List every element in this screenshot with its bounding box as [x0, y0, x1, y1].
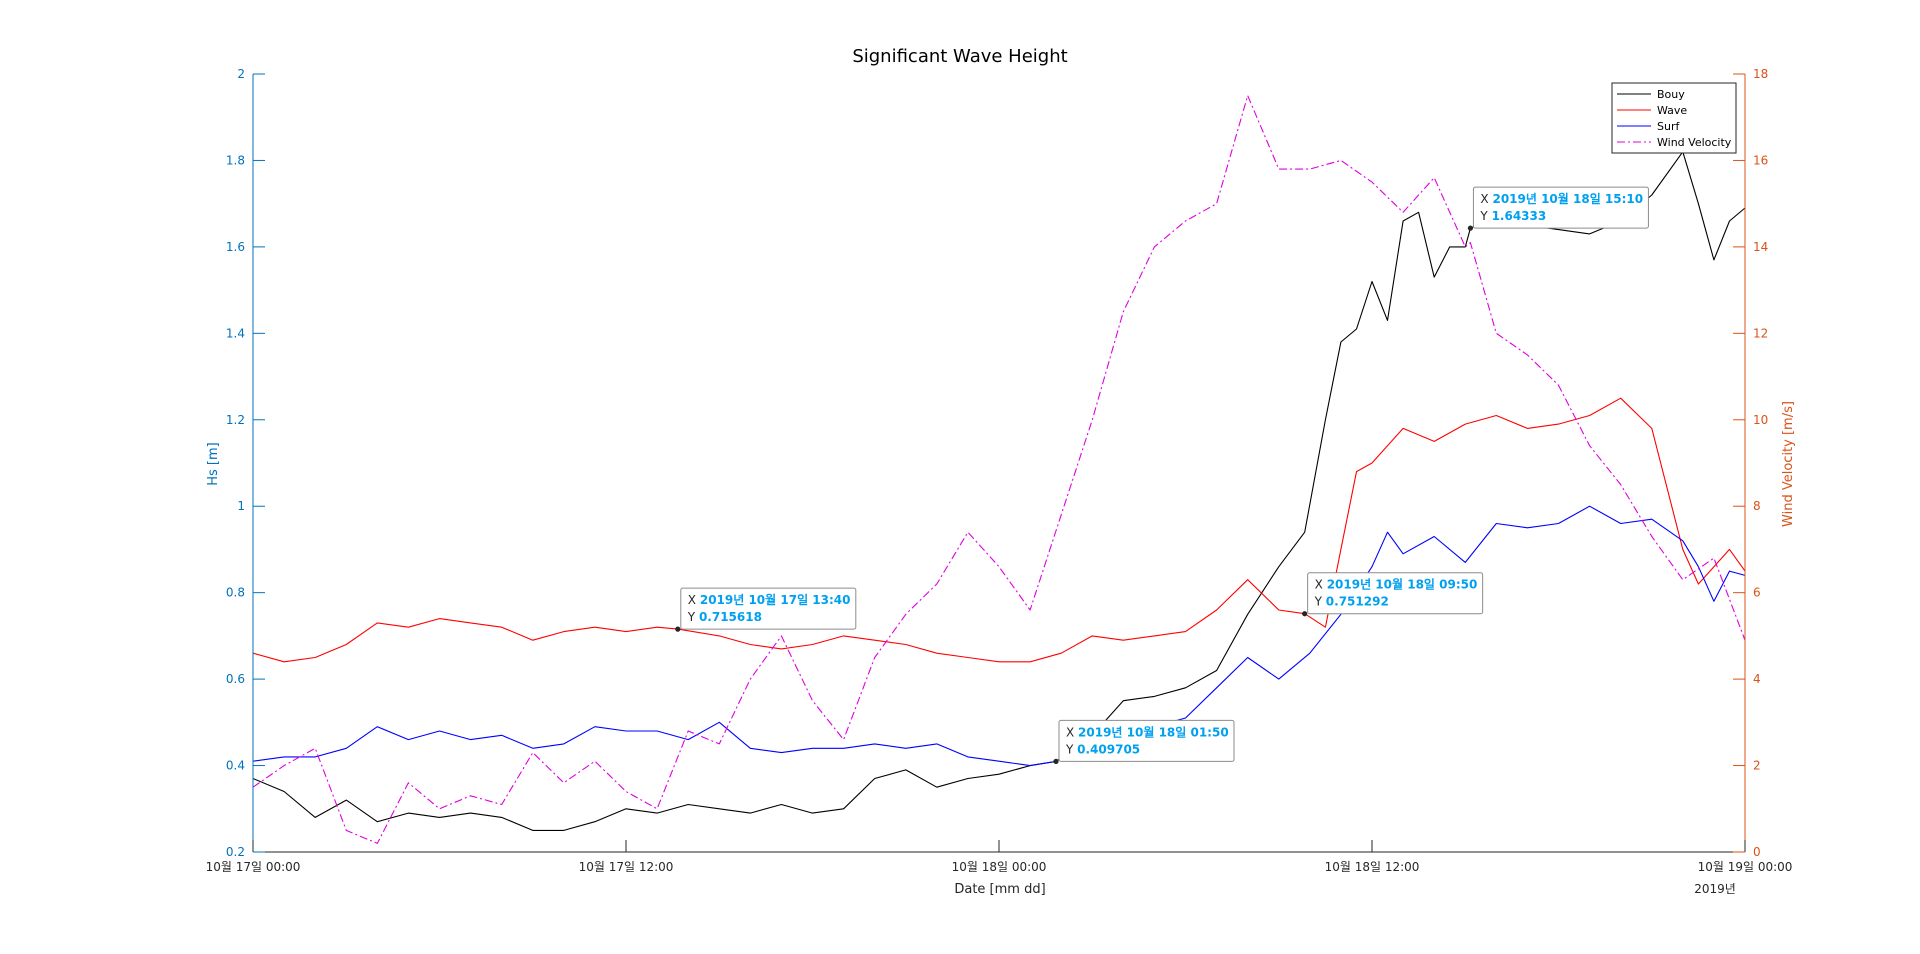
x-ticks: 10월 17일 00:00 10월 17일 12:00 10월 18일 00:00 1… — [206, 840, 1793, 874]
y-left-ticks: 0.2 0.4 0.6 0.8 1 1.2 1.4 1.6 1.8 2 — [226, 67, 265, 859]
legend-label-wave: Wave — [1657, 104, 1687, 117]
y-left-tick-label: 0.8 — [226, 586, 245, 600]
y-right-tick-label: 8 — [1753, 499, 1761, 513]
y-right-ticks: 0 2 4 6 8 10 12 14 16 18 — [1733, 67, 1768, 859]
datatip-box — [680, 587, 857, 630]
x-axis-label: Date [mm dd] — [954, 882, 1045, 897]
x-tick-label: 10월 17일 12:00 — [579, 860, 674, 874]
legend-label-bouy: Bouy — [1657, 88, 1685, 101]
datatip-x-value: 2019년 10월 18일 09:50 — [1327, 577, 1478, 592]
legend-box — [1611, 82, 1737, 154]
datatip-y-row: Y 0.715618 — [687, 610, 762, 624]
y-left-tick-label: 1 — [237, 499, 245, 513]
y-left-tick-label: 1.2 — [226, 413, 245, 427]
datatip-x-row: X 2019년 10월 17일 13:40 — [688, 592, 851, 607]
y-left-tick-label: 2 — [237, 67, 245, 81]
y-left-tick-label: 0.6 — [226, 672, 245, 686]
datatip-x-row: X 2019년 10월 18일 01:50 — [1066, 724, 1229, 739]
y-right-tick-label: 10 — [1753, 413, 1768, 427]
datatip-y-row: Y 0.751292 — [1314, 595, 1389, 609]
datatip-marker — [1053, 758, 1059, 764]
axes-layer: 10월 17일 00:00 10월 17일 12:00 10월 18일 00:00 1… — [206, 67, 1793, 874]
datatip[interactable]: X 2019년 10월 18일 09:50Y 0.751292 — [1302, 572, 1484, 617]
datatip-x-key: X — [1480, 192, 1492, 206]
y-left-axis-label: Hs [m] — [206, 442, 221, 486]
datatip[interactable]: X 2019년 10월 17일 13:40Y 0.715618 — [675, 587, 857, 632]
datatip-box — [1472, 186, 1649, 229]
y-right-tick-label: 6 — [1753, 586, 1761, 600]
datatip-x-key: X — [1066, 725, 1078, 739]
datatip-box — [1058, 719, 1235, 762]
chart-title: Significant Wave Height — [852, 46, 1067, 67]
datatip-y-key: Y — [1065, 742, 1077, 756]
datatip[interactable]: X 2019년 10월 18일 01:50Y 0.409705 — [1053, 719, 1235, 764]
datatip-y-key: Y — [1479, 209, 1491, 223]
x-tick-label: 10월 18일 00:00 — [952, 860, 1047, 874]
datatip-x-key: X — [688, 593, 700, 607]
y-left-tick-label: 0.4 — [226, 759, 245, 773]
legend-label-surf: Surf — [1657, 120, 1680, 133]
legend-label-wind-velocity: Wind Velocity — [1657, 136, 1732, 149]
y-right-axis-label: Wind Velocity [m/s] — [1781, 401, 1796, 527]
series-line-surf — [252, 505, 1746, 767]
datatip-x-value: 2019년 10월 17일 13:40 — [700, 592, 851, 607]
y-right-tick-label: 16 — [1753, 153, 1768, 167]
x-tick-label: 10월 18일 12:00 — [1325, 860, 1420, 874]
datatip-x-value: 2019년 10월 18일 15:10 — [1492, 191, 1643, 206]
y-right-tick-label: 0 — [1753, 845, 1761, 859]
y-right-tick-label: 14 — [1753, 240, 1768, 254]
y-left-tick-label: 0.2 — [226, 845, 245, 859]
datatip-marker — [1467, 225, 1474, 231]
series-line-wind-velocity — [252, 95, 1746, 844]
y-left-tick-label: 1.4 — [226, 326, 245, 340]
series-line-wave — [252, 397, 1746, 663]
legend: Bouy Wave Surf Wind Velocity — [1611, 82, 1737, 154]
y-right-tick-label: 4 — [1753, 672, 1761, 686]
y-right-tick-label: 18 — [1753, 67, 1768, 81]
datatip-box — [1307, 572, 1484, 615]
y-right-tick-label: 2 — [1753, 759, 1761, 773]
x-tick-label: 10월 19일 00:00 — [1698, 860, 1793, 874]
datatip-y-key: Y — [1314, 595, 1326, 609]
y-left-tick-label: 1.8 — [226, 153, 245, 167]
legend-entries: Bouy Wave Surf Wind Velocity — [1617, 88, 1732, 149]
datatip-x-row: X 2019년 10월 18일 15:10 — [1480, 191, 1643, 206]
datatip-y-key: Y — [687, 610, 699, 624]
datatip-y-value: 0.751292 — [1326, 595, 1389, 609]
x-tick-label: 10월 17일 00:00 — [206, 860, 301, 874]
datatip-y-value: 1.64333 — [1492, 209, 1547, 223]
datatip-y-value: 0.409705 — [1077, 742, 1140, 756]
x-axis-year-label: 2019년 — [1694, 882, 1736, 896]
y-left-tick-label: 1.6 — [226, 240, 245, 254]
datatip-y-value: 0.715618 — [699, 610, 762, 624]
datatip-x-key: X — [1315, 578, 1327, 592]
datatip-y-row: Y 0.409705 — [1065, 742, 1140, 756]
datatip-x-value: 2019년 10월 18일 01:50 — [1078, 724, 1229, 739]
datatip-y-row: Y 1.64333 — [1479, 209, 1546, 223]
datatip-marker — [1302, 611, 1308, 617]
datatip[interactable]: X 2019년 10월 18일 15:10Y 1.64333 — [1467, 186, 1649, 231]
datatip-marker — [675, 626, 681, 632]
datatip-x-row: X 2019년 10월 18일 09:50 — [1315, 577, 1478, 592]
y-right-tick-label: 12 — [1753, 326, 1768, 340]
